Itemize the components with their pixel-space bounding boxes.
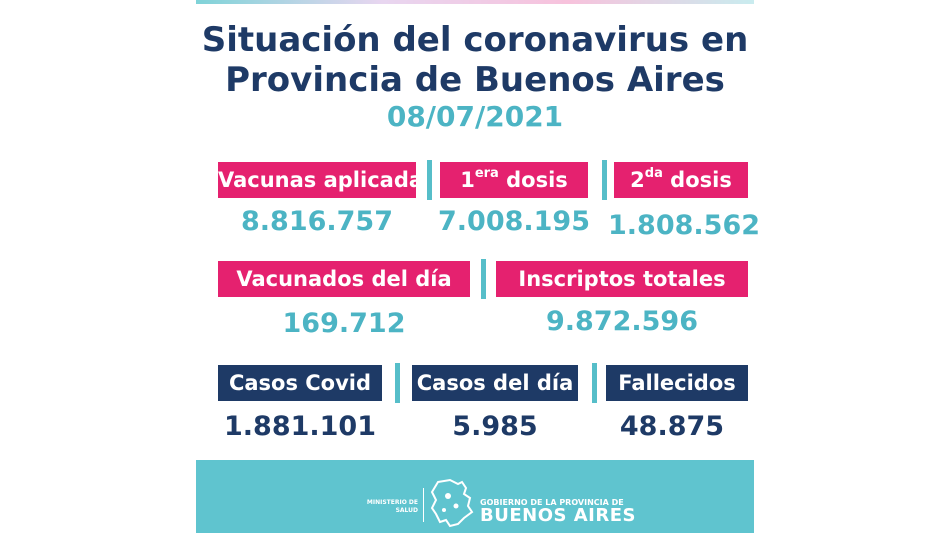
- cases-today-value: 5.985: [452, 411, 538, 442]
- first-dose-label-number: 1: [460, 168, 475, 192]
- vaccines-applied-value: 8.816.757: [240, 206, 394, 237]
- first-dose-value: 7.008.195: [437, 206, 591, 237]
- province-name: BUENOS AIRES: [480, 505, 636, 526]
- ministry-line2: SALUD: [395, 507, 418, 514]
- top-gradient-strip: [196, 0, 754, 4]
- deaths-label: Fallecidos: [606, 365, 748, 401]
- first-dose-label-text: dosis: [498, 168, 568, 192]
- deaths-value: 48.875: [619, 411, 725, 442]
- covid-cases-value: 1.881.101: [223, 411, 377, 442]
- second-dose-label-sup: da: [644, 166, 663, 181]
- government-label: GOBIERNO DE LA PROVINCIA DE: [480, 498, 624, 507]
- second-dose-label-number: 2: [630, 168, 645, 192]
- covid-cases-label: Casos Covid: [218, 365, 382, 401]
- ministry-label: MINISTERIO DE SALUD: [358, 499, 418, 515]
- province-map-icon: [430, 478, 474, 528]
- footer-band: [196, 460, 754, 533]
- vaccines-applied-label: Vacunas aplicadas: [218, 162, 436, 198]
- report-date: 08/07/2021: [386, 100, 564, 133]
- separator: [481, 259, 486, 299]
- first-dose-label: 1era dosis: [440, 162, 588, 198]
- vaccinated-today-value: 169.712: [282, 308, 406, 339]
- vaccinated-today-label: Vacunados del día: [218, 261, 470, 297]
- separator: [602, 160, 607, 200]
- first-dose-label-sup: era: [474, 166, 499, 181]
- cases-today-label: Casos del día: [412, 365, 578, 401]
- second-dose-label-text: dosis: [662, 168, 732, 192]
- registered-total-label: Inscriptos totales: [496, 261, 748, 297]
- separator: [395, 363, 400, 403]
- second-dose-label: 2da dosis: [614, 162, 748, 198]
- second-dose-value: 1.808.562: [608, 210, 761, 241]
- registered-total-value: 9.872.596: [545, 306, 699, 337]
- footer-divider: [423, 488, 424, 522]
- page-title-line1: Situación del coronavirus en: [201, 20, 749, 60]
- ministry-line1: MINISTERIO DE: [366, 499, 418, 506]
- page-title-line2: Provincia de Buenos Aires: [225, 60, 725, 100]
- separator: [427, 160, 432, 200]
- separator: [592, 363, 597, 403]
